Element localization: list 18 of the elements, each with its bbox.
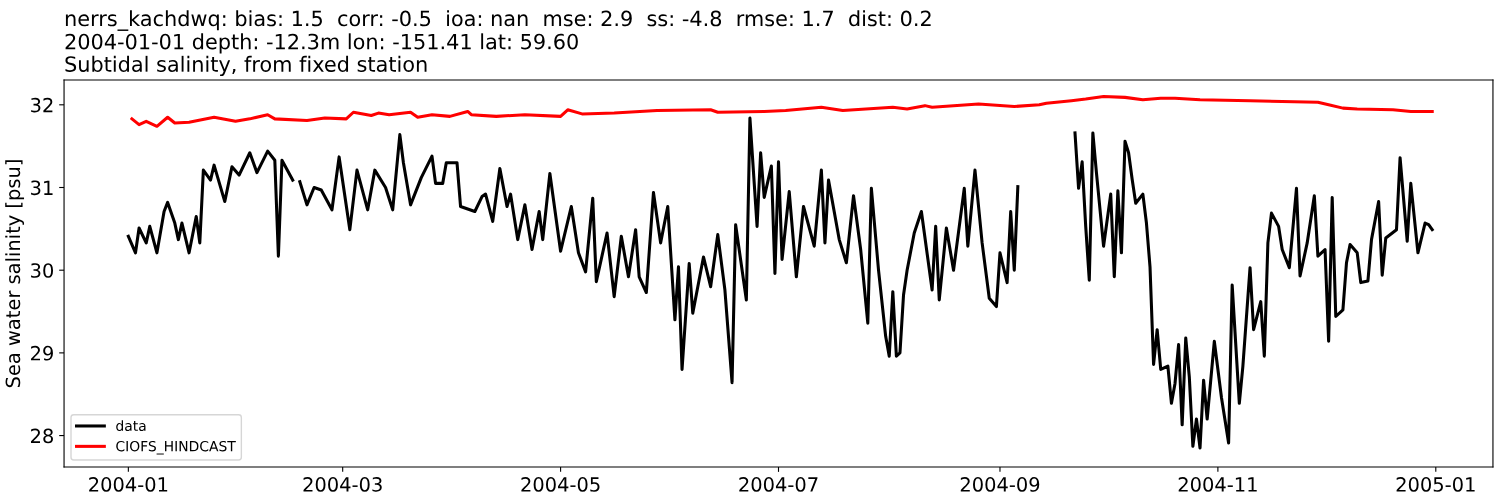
y-tick-label: 29 [31, 345, 53, 361]
x-tick-label: 2004-05 [521, 477, 600, 492]
y-tick-label: 32 [31, 97, 53, 113]
legend-label: CIOFS_HINDCAST [116, 440, 236, 455]
chart-title: nerrs_kachdwq: bias: 1.5 corr: -0.5 ioa: nan mse: 2.9 ss: -4.8 rmse: 1.7 dist: 0.2 [65, 10, 931, 31]
legend-label: data [116, 420, 146, 432]
chart-subtitle: 2004-01-01 depth: -12.3m lon: -151.41 lat: 59.60 Subtidal salinity, from fixed station [65, 33, 578, 76]
x-tick-label: 2004-09 [960, 477, 1040, 492]
y-tick-label: 31 [31, 180, 53, 196]
x-tick-label: 2004-07 [739, 477, 818, 492]
x-tick-label: 2004-03 [303, 477, 382, 492]
x-tick-label: 2004-01 [89, 477, 168, 492]
y-tick-label: 30 [31, 263, 54, 278]
x-tick-label: 2004-11 [1178, 477, 1257, 492]
line-series [130, 95, 1434, 128]
y-tick-label: 28 [31, 428, 53, 444]
x-tick-label: 2005-01 [1396, 477, 1475, 492]
y-axis-title: Sea water salinity [psu] [5, 160, 25, 388]
